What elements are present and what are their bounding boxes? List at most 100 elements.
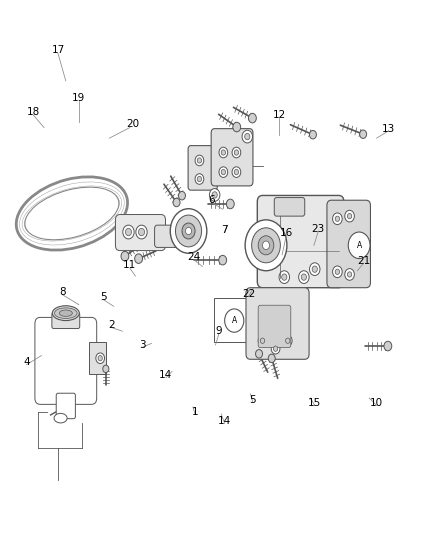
Polygon shape: [159, 227, 186, 245]
Text: 3: 3: [140, 340, 146, 350]
Text: 12: 12: [272, 110, 286, 120]
Circle shape: [221, 150, 226, 155]
Circle shape: [345, 269, 354, 280]
FancyBboxPatch shape: [246, 288, 309, 359]
Text: 18: 18: [27, 107, 40, 117]
Circle shape: [258, 236, 274, 255]
Circle shape: [182, 223, 195, 239]
Circle shape: [310, 263, 320, 276]
Circle shape: [252, 228, 280, 263]
Circle shape: [212, 192, 217, 198]
FancyBboxPatch shape: [211, 128, 253, 186]
Circle shape: [332, 213, 342, 224]
FancyBboxPatch shape: [35, 317, 97, 405]
Text: A: A: [232, 316, 237, 325]
FancyBboxPatch shape: [274, 198, 305, 216]
Circle shape: [286, 338, 290, 343]
Circle shape: [312, 266, 318, 272]
FancyBboxPatch shape: [327, 200, 371, 288]
Text: 16: 16: [280, 228, 293, 238]
Text: 15: 15: [308, 398, 321, 408]
Circle shape: [262, 241, 269, 249]
Circle shape: [176, 215, 201, 247]
Circle shape: [219, 255, 226, 265]
FancyBboxPatch shape: [56, 393, 75, 419]
Circle shape: [195, 155, 204, 166]
Circle shape: [170, 209, 207, 253]
Circle shape: [136, 225, 147, 239]
Circle shape: [125, 228, 131, 236]
Text: 4: 4: [23, 357, 30, 367]
Circle shape: [283, 335, 292, 346]
Text: 19: 19: [72, 93, 85, 103]
Circle shape: [121, 252, 129, 261]
FancyBboxPatch shape: [258, 305, 291, 348]
Text: 22: 22: [242, 289, 255, 299]
Circle shape: [197, 176, 201, 182]
Circle shape: [219, 147, 228, 158]
Circle shape: [138, 228, 145, 236]
Text: 1: 1: [192, 407, 198, 417]
Circle shape: [282, 274, 287, 280]
Circle shape: [234, 169, 239, 175]
Circle shape: [273, 346, 278, 351]
Text: 5: 5: [250, 395, 256, 405]
Text: A: A: [357, 241, 362, 250]
Circle shape: [248, 114, 256, 123]
Circle shape: [345, 211, 354, 222]
Circle shape: [245, 133, 250, 140]
Ellipse shape: [54, 308, 77, 318]
Circle shape: [226, 199, 234, 209]
FancyBboxPatch shape: [257, 196, 344, 288]
Text: 24: 24: [187, 252, 200, 262]
Circle shape: [310, 131, 316, 139]
Circle shape: [360, 130, 367, 139]
Circle shape: [134, 254, 142, 263]
FancyBboxPatch shape: [52, 313, 80, 328]
Circle shape: [178, 191, 185, 200]
FancyBboxPatch shape: [214, 298, 254, 342]
Text: 23: 23: [311, 224, 325, 235]
Ellipse shape: [25, 187, 119, 240]
Circle shape: [245, 220, 287, 271]
Circle shape: [332, 266, 342, 278]
Circle shape: [242, 130, 253, 143]
Text: 7: 7: [221, 225, 227, 236]
Circle shape: [219, 167, 228, 177]
FancyBboxPatch shape: [155, 225, 188, 247]
Circle shape: [335, 216, 339, 221]
Circle shape: [255, 350, 262, 358]
Polygon shape: [89, 342, 106, 374]
Circle shape: [195, 174, 204, 184]
Text: 14: 14: [218, 416, 231, 426]
Circle shape: [234, 150, 239, 155]
Text: 8: 8: [59, 287, 66, 297]
Ellipse shape: [54, 414, 67, 423]
Circle shape: [301, 274, 307, 280]
Circle shape: [225, 309, 244, 332]
Circle shape: [299, 271, 309, 284]
Circle shape: [221, 169, 226, 175]
Text: 17: 17: [51, 45, 64, 55]
Circle shape: [268, 354, 275, 362]
FancyBboxPatch shape: [116, 215, 166, 251]
Circle shape: [258, 335, 267, 346]
Circle shape: [197, 158, 201, 163]
FancyBboxPatch shape: [188, 146, 217, 190]
Circle shape: [347, 272, 352, 277]
Text: 13: 13: [382, 124, 396, 134]
Ellipse shape: [59, 310, 72, 317]
Text: 6: 6: [208, 195, 215, 205]
Ellipse shape: [16, 177, 127, 250]
Circle shape: [348, 232, 370, 259]
Text: 9: 9: [215, 326, 223, 336]
Ellipse shape: [52, 306, 79, 320]
Circle shape: [233, 122, 240, 132]
Circle shape: [279, 271, 290, 284]
Circle shape: [335, 269, 339, 274]
Circle shape: [173, 198, 180, 207]
Circle shape: [260, 338, 265, 343]
Circle shape: [232, 167, 241, 177]
Circle shape: [123, 225, 134, 239]
Circle shape: [103, 365, 109, 373]
